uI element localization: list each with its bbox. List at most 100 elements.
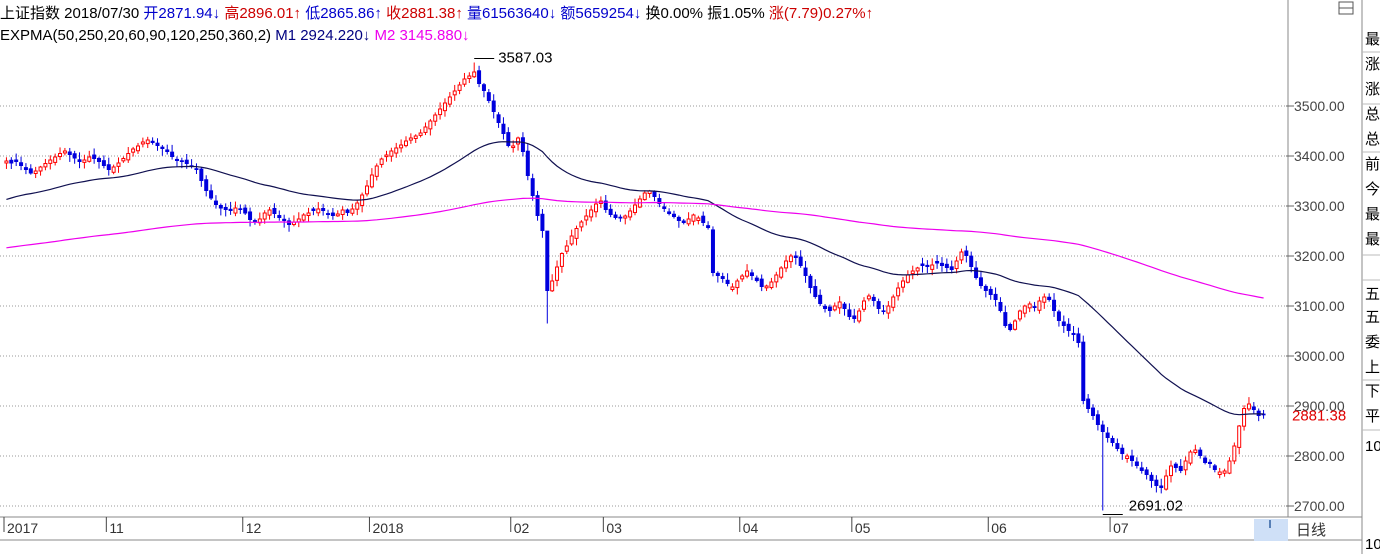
quote-field: 开2871.94↓ (143, 5, 220, 22)
quote-field: 低2865.86↑ (301, 5, 382, 22)
candle-down (754, 277, 759, 281)
x-tick-label: 07 (1113, 520, 1129, 536)
candle-down (881, 310, 886, 312)
candle-down (1100, 424, 1105, 432)
candle-up (43, 163, 48, 168)
candle-up (784, 260, 789, 269)
candle-down (1203, 457, 1208, 463)
period-tab-daily[interactable]: 日线 (1296, 522, 1326, 539)
candle-up (379, 158, 384, 165)
candle-down (1003, 312, 1008, 326)
candle-down (330, 212, 335, 216)
candle-down (1061, 321, 1066, 326)
candle-up (769, 281, 774, 289)
candle-up (555, 266, 560, 281)
candle-down (667, 211, 672, 214)
candle-down (481, 84, 486, 91)
candle-up (462, 78, 467, 85)
candle-down (223, 206, 228, 210)
y-tick-label: 3200.00 (1294, 248, 1345, 264)
candle-up (915, 267, 920, 272)
candle-up (33, 170, 38, 174)
candle-down (1076, 333, 1081, 343)
candle-up (774, 274, 779, 283)
candle-up (1013, 320, 1018, 330)
ema-line-m1 (6, 141, 1264, 416)
x-tick-label: 11 (109, 520, 124, 536)
candle-down (935, 261, 940, 264)
side-panel-label: 最 (1365, 206, 1380, 223)
side-panel-label: 平 (1365, 408, 1380, 425)
candle-down (213, 200, 218, 205)
x-tick-label: 2018 (372, 520, 403, 536)
candle-up (316, 208, 321, 214)
candle-up (569, 235, 574, 245)
side-panel-label: 今 (1365, 181, 1380, 198)
candle-down (725, 279, 730, 284)
candle-down (23, 167, 28, 170)
candle-up (905, 274, 910, 283)
candle-up (954, 260, 959, 270)
candle-up (452, 90, 457, 96)
candle-up (857, 310, 862, 322)
candle-down (496, 114, 501, 123)
candle-down (345, 209, 350, 213)
y-tick-label: 3500.00 (1294, 98, 1345, 114)
side-panel-label: 总 (1365, 106, 1380, 123)
candle-up (779, 267, 784, 278)
candle-down (1052, 299, 1057, 311)
candle-down (1149, 474, 1154, 481)
candle-down (477, 70, 482, 84)
candle-down (1086, 398, 1091, 409)
candle-down (248, 211, 253, 220)
quote-field: 振1.05% (703, 5, 765, 22)
candle-down (287, 220, 292, 225)
side-panel-label: 下 (1365, 383, 1380, 400)
candle-up (745, 270, 750, 277)
candle-up (832, 305, 837, 311)
candle-down (9, 159, 14, 164)
candle-down (652, 191, 657, 197)
candle-up (891, 296, 896, 308)
candle-down (1154, 479, 1159, 486)
candle-down (72, 153, 77, 159)
candle-up (1042, 296, 1047, 303)
ema-line-m2 (6, 197, 1264, 299)
candle-up (866, 295, 871, 300)
candle-up (58, 153, 63, 158)
candle-down (1159, 485, 1164, 488)
side-panel-label: 10 (1365, 438, 1380, 455)
candle-up (87, 156, 92, 162)
quote-field: 上证指数 2018/07/30 (0, 5, 143, 22)
y-tick-label: 2900.00 (1294, 398, 1345, 414)
candle-up (788, 255, 793, 263)
candle-down (501, 123, 506, 134)
candle-up (628, 210, 633, 218)
candle-down (77, 159, 82, 162)
candle-up (126, 153, 131, 161)
candle-down (1178, 465, 1183, 471)
candle-down (978, 277, 983, 286)
candle-down (545, 230, 550, 291)
scroll-thumb[interactable] (1254, 519, 1288, 541)
indicator-field: EXPMA(50,250,20,60,90,120,250,360,2) (0, 27, 271, 44)
candle-up (1246, 403, 1251, 410)
candle-up (1168, 465, 1173, 477)
candle-up (384, 154, 389, 158)
candle-up (389, 150, 394, 157)
candle-up (335, 213, 340, 217)
candle-down (326, 213, 331, 215)
candle-down (988, 288, 993, 295)
candle-down (803, 267, 808, 276)
candle-up (4, 160, 9, 164)
side-panel-label: 委 (1365, 334, 1380, 351)
candle-down (706, 225, 711, 228)
side-panel-label: 10 (1365, 536, 1380, 553)
candle-up (48, 159, 53, 164)
candle-up (423, 126, 428, 133)
candle-up (1017, 310, 1022, 320)
candle-down (827, 306, 832, 311)
candle-down (876, 301, 881, 309)
candle-up (511, 145, 516, 149)
